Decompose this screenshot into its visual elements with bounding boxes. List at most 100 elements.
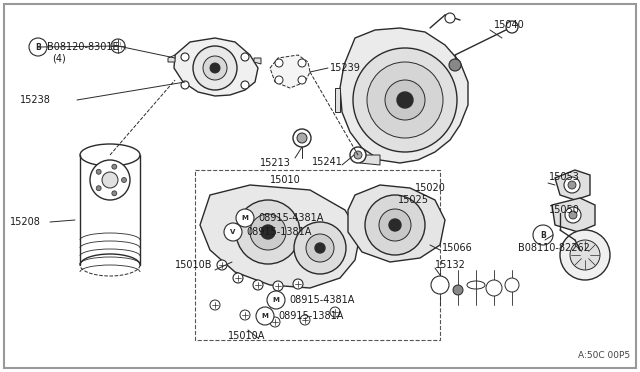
Text: 15025: 15025: [398, 195, 429, 205]
Circle shape: [236, 200, 300, 264]
Circle shape: [297, 133, 307, 143]
Text: 15239: 15239: [330, 63, 361, 73]
Circle shape: [385, 80, 425, 120]
Circle shape: [210, 300, 220, 310]
Text: 15020: 15020: [415, 183, 446, 193]
Circle shape: [111, 39, 125, 53]
Polygon shape: [168, 55, 175, 62]
Circle shape: [181, 53, 189, 61]
Circle shape: [273, 281, 283, 291]
Polygon shape: [200, 185, 360, 288]
Circle shape: [193, 46, 237, 90]
Polygon shape: [270, 55, 310, 88]
Circle shape: [122, 177, 127, 183]
Circle shape: [453, 285, 463, 295]
Circle shape: [29, 38, 47, 56]
Circle shape: [560, 230, 610, 280]
Text: 15010A: 15010A: [228, 331, 266, 341]
Circle shape: [275, 76, 283, 84]
Polygon shape: [555, 170, 590, 200]
Circle shape: [389, 219, 401, 231]
Circle shape: [298, 59, 306, 67]
Text: B: B: [540, 231, 546, 240]
Circle shape: [486, 280, 502, 296]
Circle shape: [367, 62, 443, 138]
Circle shape: [300, 315, 310, 325]
Circle shape: [431, 276, 449, 294]
Circle shape: [210, 63, 220, 73]
Circle shape: [315, 243, 325, 253]
Circle shape: [240, 310, 250, 320]
Text: 08915-1381A: 08915-1381A: [278, 311, 344, 321]
Circle shape: [533, 225, 553, 245]
Polygon shape: [335, 88, 340, 112]
Circle shape: [306, 234, 334, 262]
Circle shape: [330, 307, 340, 317]
Text: M: M: [262, 313, 268, 319]
Circle shape: [298, 76, 306, 84]
Text: 08915-4381A: 08915-4381A: [258, 213, 323, 223]
Text: M: M: [273, 297, 280, 303]
Circle shape: [293, 279, 303, 289]
Circle shape: [267, 291, 285, 309]
Text: A:50C 00P5: A:50C 00P5: [578, 351, 630, 360]
Circle shape: [217, 260, 227, 270]
Circle shape: [90, 160, 130, 200]
Circle shape: [181, 81, 189, 89]
Text: M: M: [241, 215, 248, 221]
Circle shape: [236, 209, 254, 227]
Text: 15208: 15208: [10, 217, 41, 227]
Text: 15238: 15238: [20, 95, 51, 105]
Text: B08110-82262: B08110-82262: [518, 243, 590, 253]
Text: 15066: 15066: [442, 243, 473, 253]
Text: (4): (4): [52, 53, 66, 63]
Text: 15213: 15213: [260, 158, 291, 168]
Circle shape: [379, 209, 411, 241]
Text: 15053: 15053: [549, 172, 580, 182]
Circle shape: [241, 53, 249, 61]
Circle shape: [270, 317, 280, 327]
Text: V: V: [230, 229, 236, 235]
Circle shape: [96, 186, 101, 191]
Circle shape: [275, 59, 283, 67]
Circle shape: [506, 21, 518, 33]
Text: B08120-8301E: B08120-8301E: [47, 42, 118, 52]
Circle shape: [261, 225, 275, 239]
Circle shape: [112, 191, 117, 196]
Circle shape: [350, 147, 366, 163]
Text: 15132: 15132: [435, 260, 466, 270]
Circle shape: [564, 177, 580, 193]
Circle shape: [397, 92, 413, 108]
Circle shape: [365, 195, 425, 255]
Circle shape: [569, 211, 577, 219]
Circle shape: [445, 13, 455, 23]
Text: 15010B: 15010B: [175, 260, 212, 270]
Circle shape: [353, 48, 457, 152]
Text: B: B: [35, 42, 41, 51]
Text: 08915-1381A: 08915-1381A: [246, 227, 312, 237]
Circle shape: [102, 172, 118, 188]
Circle shape: [253, 280, 263, 290]
Circle shape: [449, 59, 461, 71]
Polygon shape: [552, 198, 595, 232]
Circle shape: [568, 181, 576, 189]
Polygon shape: [340, 28, 468, 163]
Text: 15010: 15010: [270, 175, 301, 185]
Text: 15050: 15050: [549, 205, 580, 215]
Circle shape: [241, 81, 249, 89]
Circle shape: [294, 222, 346, 274]
Circle shape: [256, 307, 274, 325]
Circle shape: [224, 223, 242, 241]
Text: 15040: 15040: [494, 20, 525, 30]
Circle shape: [250, 214, 286, 250]
Circle shape: [565, 207, 581, 223]
Circle shape: [505, 278, 519, 292]
Text: 15241: 15241: [312, 157, 343, 167]
Circle shape: [96, 169, 101, 174]
Circle shape: [293, 129, 311, 147]
Polygon shape: [348, 185, 445, 262]
Text: 08915-4381A: 08915-4381A: [289, 295, 355, 305]
Circle shape: [570, 240, 600, 270]
Polygon shape: [360, 155, 380, 165]
Polygon shape: [174, 38, 258, 96]
